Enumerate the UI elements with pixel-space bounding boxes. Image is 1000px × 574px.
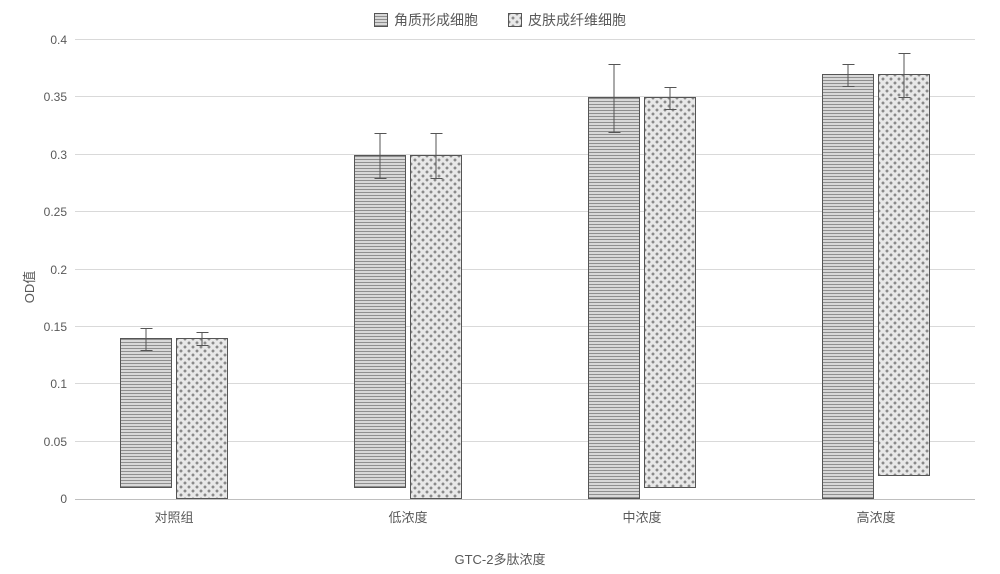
bar-series1 (588, 97, 640, 499)
bar-series2 (878, 74, 930, 476)
bar-chart: 角质形成细胞 皮肤成纤维细胞 OD值 00.050.10.150.20.250.… (0, 0, 1000, 574)
y-tick-label: 0.2 (50, 263, 75, 277)
legend-item-series2: 皮肤成纤维细胞 (508, 10, 626, 30)
y-axis-label: OD值 (19, 271, 38, 304)
error-bar (670, 87, 671, 110)
bar-series2 (644, 97, 696, 487)
legend-swatch-series1 (374, 13, 388, 27)
bar-series1 (120, 338, 172, 487)
category-label: 中浓度 (622, 499, 661, 526)
y-tick-label: 0.25 (44, 205, 75, 219)
bar-series1 (354, 155, 406, 488)
error-bar (380, 133, 381, 179)
legend-label-series2: 皮肤成纤维细胞 (528, 10, 626, 30)
category-group: 中浓度 (562, 97, 722, 499)
gridline (75, 39, 975, 40)
error-bar (436, 133, 437, 179)
y-tick-label: 0.1 (50, 377, 75, 391)
y-tick-label: 0 (60, 492, 75, 506)
y-tick-label: 0.4 (50, 33, 75, 47)
y-tick-label: 0.3 (50, 148, 75, 162)
legend-label-series1: 角质形成细胞 (394, 10, 478, 30)
bar-series2 (410, 155, 462, 499)
x-axis-label: GTC-2多肽浓度 (454, 549, 545, 568)
y-tick-label: 0.05 (44, 435, 75, 449)
legend: 角质形成细胞 皮肤成纤维细胞 (374, 10, 626, 30)
category-group: 高浓度 (796, 74, 956, 499)
bar-series2 (176, 338, 228, 499)
error-bar (146, 328, 147, 351)
y-tick-label: 0.35 (44, 90, 75, 104)
legend-swatch-series2 (508, 13, 522, 27)
category-label: 高浓度 (856, 499, 895, 526)
error-bar (848, 64, 849, 87)
category-label: 对照组 (154, 499, 193, 526)
category-group: 对照组 (94, 338, 254, 499)
bar-series1 (822, 74, 874, 499)
category-label: 低浓度 (388, 499, 427, 526)
error-bar (614, 64, 615, 133)
plot-area: 00.050.10.150.20.250.30.350.4对照组低浓度中浓度高浓… (75, 40, 975, 500)
y-tick-label: 0.15 (44, 320, 75, 334)
legend-item-series1: 角质形成细胞 (374, 10, 478, 30)
error-bar (904, 53, 905, 99)
category-group: 低浓度 (328, 155, 488, 499)
error-bar (202, 332, 203, 346)
